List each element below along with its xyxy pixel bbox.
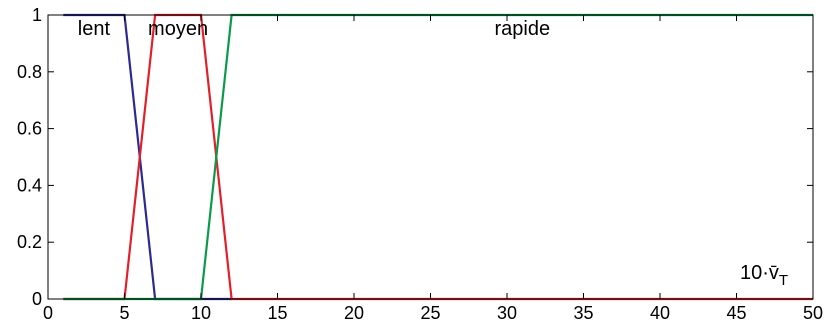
x-tick-label: 25 (420, 303, 440, 323)
x-axis-label-prefix: 10· (740, 262, 769, 284)
x-axis-label-subscript: T (779, 272, 788, 289)
series-line-rapide (63, 13, 813, 301)
plot-frame (47, 14, 814, 300)
series-line-moyen (63, 13, 813, 301)
x-tick-label: 0 (43, 303, 53, 323)
y-tick-label: 0.6 (17, 119, 42, 139)
x-tick-label: 20 (344, 303, 364, 323)
series-layer (63, 13, 813, 301)
x-tick-label: 30 (497, 303, 517, 323)
series-label-moyen: moyen (148, 18, 208, 40)
x-tick-label: 15 (267, 303, 287, 323)
x-tick-label: 50 (803, 303, 823, 323)
x-tick-label: 35 (573, 303, 593, 323)
x-axis-label-symbol: v̄ (769, 262, 779, 284)
labels-layer: 0 5 10 15 20 25 30 35 40 45 50 0 0.2 0.4 0.6 0.8 1 lent mo… (17, 5, 823, 323)
series-label-rapide: rapide (494, 18, 550, 40)
x-tick-label: 45 (726, 303, 746, 323)
x-tick-label: 40 (650, 303, 670, 323)
y-tick-label: 0.4 (17, 175, 42, 195)
series-label-lent: lent (78, 18, 111, 40)
x-tick-label: 5 (119, 303, 129, 323)
x-tick-label: 10 (191, 303, 211, 323)
x-axis-label: 10·v̄T (740, 262, 788, 289)
y-tick-label: 0 (32, 289, 42, 309)
y-tick-label: 0.8 (17, 62, 42, 82)
y-tick-label: 0.2 (17, 232, 42, 252)
ticks-layer (47, 14, 814, 300)
y-tick-label: 1 (32, 5, 42, 25)
